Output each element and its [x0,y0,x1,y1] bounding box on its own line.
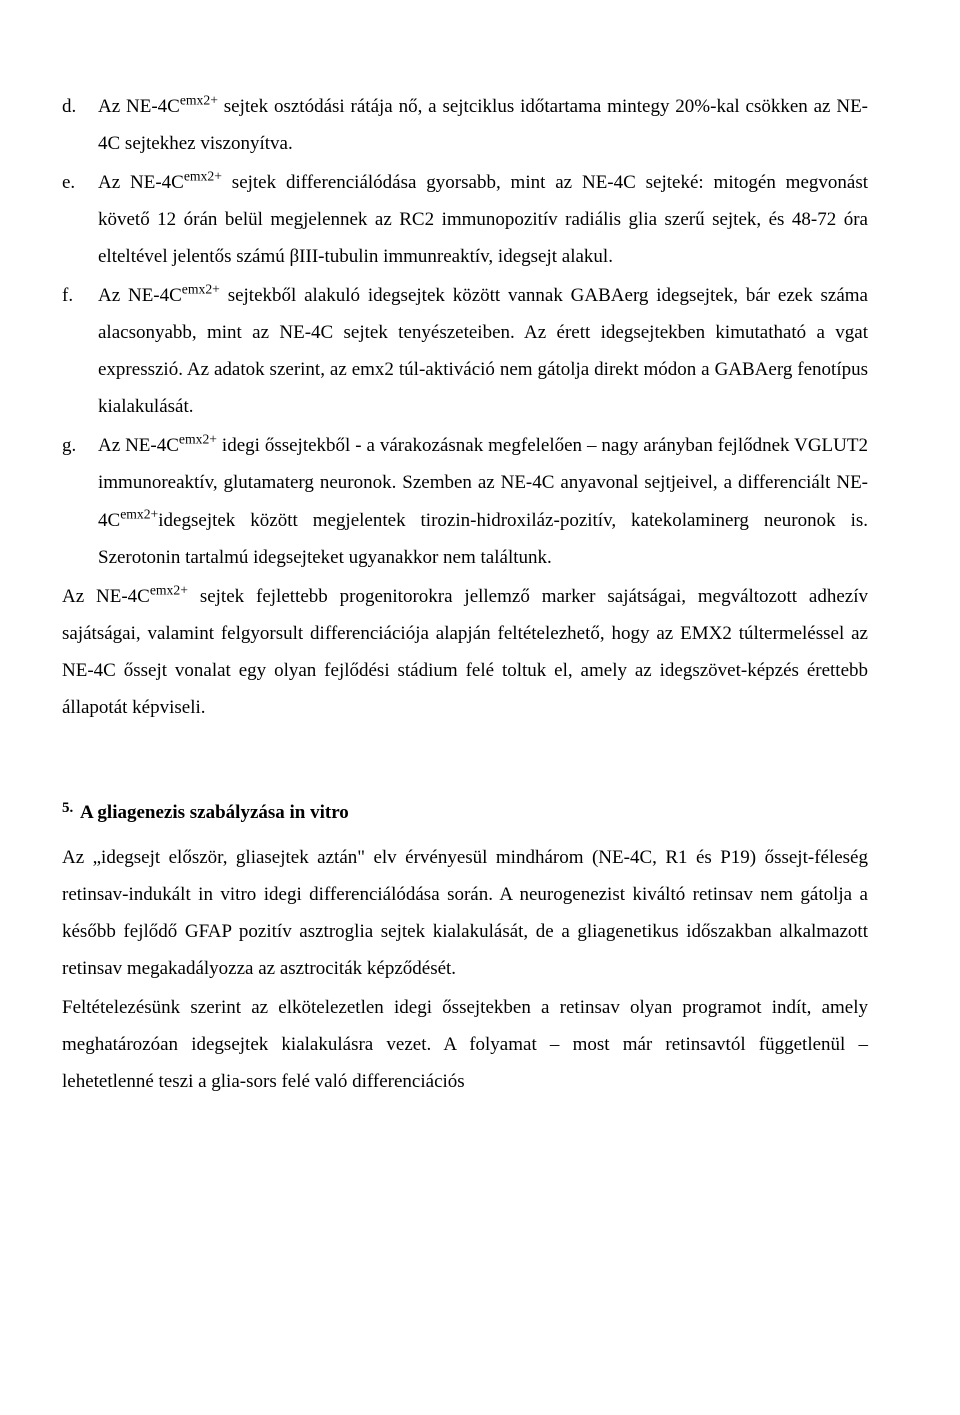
section-heading: 5. A gliagenezis szabályzása in vitro [62,794,868,831]
summary-paragraph: Az NE-4Cemx2+ sejtek fejlettebb progenit… [62,578,868,726]
section-title: A gliagenezis szabályzása in vitro [80,794,349,831]
list-body: Az NE-4Cemx2+ sejtek osztódási rátája nő… [98,88,868,162]
section-number: 5. [62,794,80,831]
list-item-g: g. Az NE-4Cemx2+ idegi őssejtekből - a v… [62,427,868,575]
list-item-d: d. Az NE-4Cemx2+ sejtek osztódási rátája… [62,88,868,162]
list-marker: e. [62,164,98,275]
list-item-f: f. Az NE-4Cemx2+ sejtekből alakuló idegs… [62,277,868,425]
section-paragraph-1: Az „idegsejt először, gliasejtek aztán" … [62,839,868,987]
list-marker: g. [62,427,98,575]
list-body: Az NE-4Cemx2+ sejtekből alakuló idegsejt… [98,277,868,425]
list-body: Az NE-4Cemx2+ sejtek differenciálódása g… [98,164,868,275]
list-marker: d. [62,88,98,162]
list-marker: f. [62,277,98,425]
section-body: Az „idegsejt először, gliasejtek aztán" … [62,839,868,1100]
section-paragraph-2: Feltételezésünk szerint az elkötelezetle… [62,989,868,1100]
list-item-e: e. Az NE-4Cemx2+ sejtek differenciálódás… [62,164,868,275]
list-body: Az NE-4Cemx2+ idegi őssejtekből - a vára… [98,427,868,575]
